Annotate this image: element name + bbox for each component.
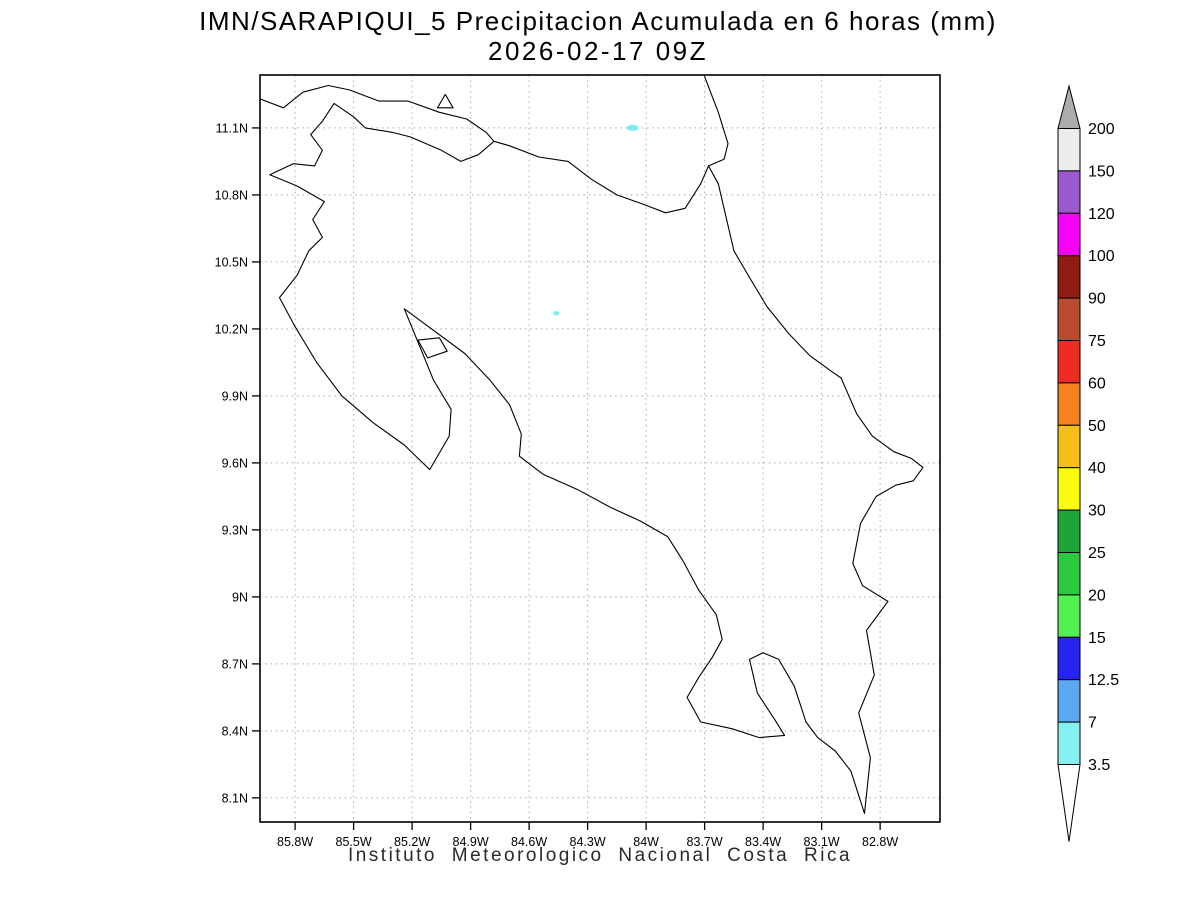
outline-chira-island (417, 337, 448, 359)
lat-tick-label: 9.3N (222, 523, 248, 537)
colorbar-band (1057, 594, 1081, 638)
lon-tick-label: 84.9W (453, 835, 489, 849)
colorbar-band (1057, 382, 1081, 426)
lat-tick-label: 11.1N (216, 121, 248, 135)
colorbar-band (1057, 721, 1081, 765)
outline-nicaragua-caribbean-coast (704, 76, 729, 167)
colorbar-band (1057, 128, 1081, 172)
colorbar-tick-label: 20 (1088, 587, 1106, 604)
colorbar-tick-label: 40 (1088, 460, 1106, 477)
colorbar-tick-label: 60 (1088, 375, 1106, 392)
outline-lake-island (436, 93, 454, 109)
lat-tick-label: 9N (232, 590, 248, 604)
colorbar-bottom-arrow (1057, 764, 1081, 842)
lat-tick-label: 10.2N (215, 322, 248, 336)
lon-tick-label: 85.2W (394, 835, 430, 849)
lon-tick-label: 83.4W (745, 835, 781, 849)
colorbar-band (1057, 467, 1081, 511)
colorbar-tick-label: 90 (1088, 291, 1106, 308)
colorbar-tick-label: 150 (1088, 163, 1115, 180)
lat-tick-label: 9.6N (222, 456, 248, 470)
lon-tick-label: 84.6W (511, 835, 547, 849)
lat-tick-label: 10.5N (215, 255, 248, 269)
precip-cell (626, 124, 639, 131)
plot-datetime: 2026-02-17 09Z (487, 36, 709, 66)
colorbar-tick-label: 100 (1088, 248, 1115, 265)
colorbar-band (1057, 636, 1081, 681)
lon-tick-label: 85.5W (336, 835, 372, 849)
colorbar-top-arrow (1057, 84, 1081, 129)
lon-tick-label: 83.7W (687, 835, 723, 849)
lat-tick-label: 9.9N (222, 389, 248, 403)
lat-tick-label: 10.8N (215, 188, 248, 202)
colorbar-tick-label: 7 (1088, 715, 1097, 732)
colorbar-tick-label: 120 (1088, 206, 1115, 223)
colorbar-band (1057, 552, 1081, 596)
colorbar-band (1057, 255, 1081, 299)
lon-tick-label: 85.8W (277, 835, 313, 849)
lon-tick-label: 84W (633, 835, 659, 849)
colorbar-band (1057, 170, 1081, 214)
colorbar-tick-label: 25 (1088, 545, 1106, 562)
lat-tick-label: 8.7N (222, 657, 248, 671)
precip-cell (553, 311, 560, 316)
lat-tick-label: 8.1N (222, 791, 248, 805)
lat-tick-label: 8.4N (222, 724, 248, 738)
map-frame (259, 74, 941, 823)
colorbar-band (1057, 212, 1081, 257)
caption-institute: Instituto Meteorologico Nacional Costa R… (347, 845, 853, 866)
lon-tick-label: 84.3W (570, 835, 606, 849)
lon-tick-label: 83.1W (804, 835, 840, 849)
colorbar-tick-label: 75 (1088, 333, 1106, 350)
colorbar-band (1057, 679, 1081, 723)
colorbar-tick-label: 3.5 (1088, 757, 1110, 774)
colorbar-tick-label: 15 (1088, 630, 1106, 647)
colorbar-band (1057, 509, 1081, 554)
colorbar-band (1057, 297, 1081, 342)
colorbar-tick-label: 50 (1088, 418, 1106, 435)
colorbar-tick-label: 12.5 (1088, 672, 1119, 689)
colorbar-tick-label: 30 (1088, 503, 1106, 520)
outline-lake-nicaragua-shore (259, 84, 495, 142)
lon-tick-label: 82.8W (862, 835, 898, 849)
plot-title: IMN/SARAPIQUI_5 Precipitacion Acumulada … (199, 6, 997, 36)
colorbar-band (1057, 424, 1081, 469)
colorbar-tick-label: 200 (1088, 121, 1115, 138)
colorbar-band (1057, 340, 1081, 384)
outline-costa-rica (269, 102, 924, 815)
